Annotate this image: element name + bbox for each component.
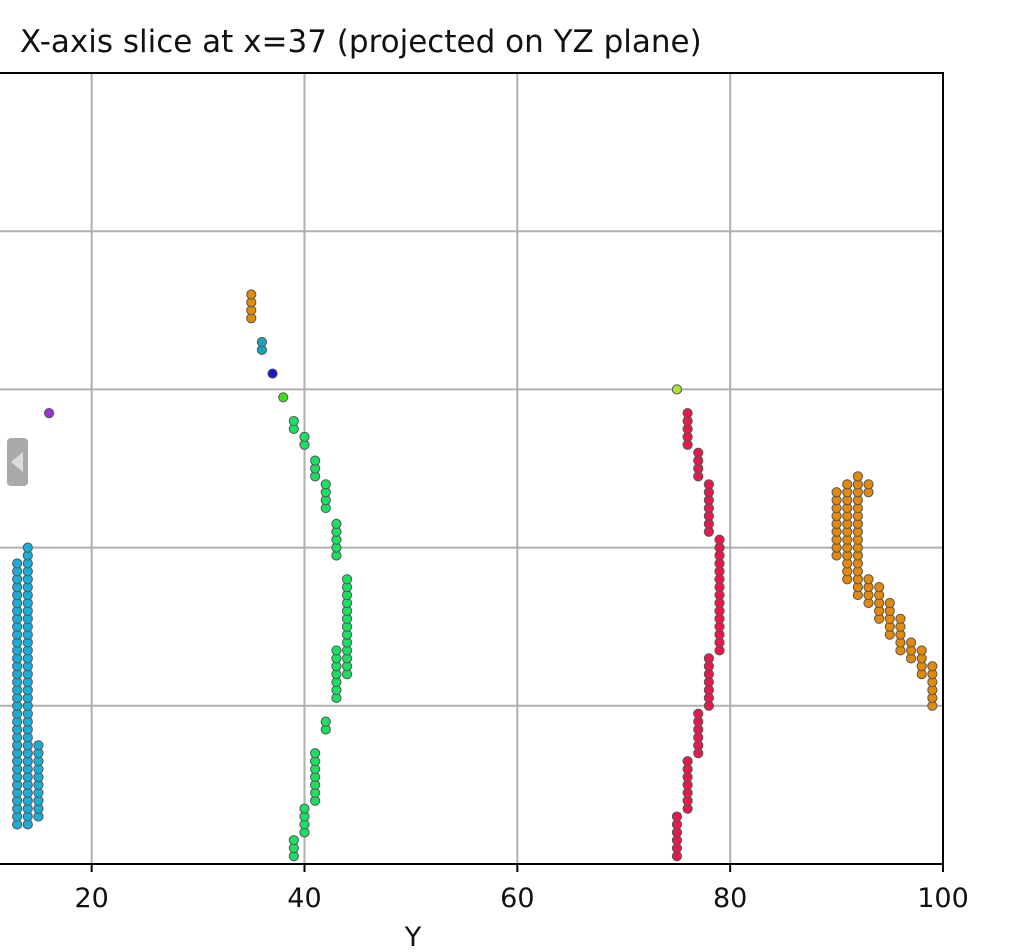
data-point: [246, 289, 257, 300]
data-point: [874, 582, 885, 593]
x-axis-label: Y: [404, 922, 422, 952]
data-point: [299, 803, 310, 814]
data-point: [693, 708, 704, 719]
data-point: [299, 431, 310, 442]
x-axis-ticks: 20 40 60 80 100: [74, 864, 969, 914]
data-point: [682, 756, 693, 767]
series-2: [288, 415, 353, 862]
data-point: [288, 415, 299, 427]
series-1: [43, 408, 55, 419]
data-point: [905, 637, 917, 648]
data-point: [671, 384, 683, 395]
x-tick-label: 60: [500, 883, 534, 914]
data-point: [693, 447, 704, 458]
data-point: [331, 645, 342, 656]
collapse-panel-handle[interactable]: [7, 438, 28, 486]
series-9: [831, 471, 938, 711]
data-point: [288, 835, 299, 846]
plot-frame: [0, 72, 944, 865]
x-tick-label: 40: [287, 883, 321, 914]
chevron-left-icon: [11, 452, 23, 472]
data-point: [256, 336, 268, 348]
data-point: [884, 597, 895, 609]
data-points: [12, 289, 938, 862]
data-point: [43, 408, 55, 419]
data-point: [852, 471, 863, 482]
data-point: [863, 574, 874, 585]
data-point: [320, 716, 331, 727]
data-point: [341, 574, 353, 585]
data-point: [927, 661, 938, 672]
data-point: [682, 408, 693, 419]
x-tick-label: 80: [713, 883, 747, 914]
data-point: [278, 392, 289, 403]
x-tick-label: 100: [917, 883, 969, 914]
chart-title: X-axis slice at x=37 (projected on YZ pl…: [20, 24, 702, 60]
data-point: [310, 748, 321, 759]
series-5: [256, 336, 268, 355]
data-point: [703, 479, 714, 490]
series-0: [12, 542, 44, 830]
data-point: [267, 368, 278, 379]
data-point: [671, 811, 683, 822]
series-4: [267, 368, 278, 379]
data-point: [831, 487, 842, 498]
data-point: [310, 455, 321, 466]
data-point: [916, 645, 927, 656]
data-point: [842, 479, 853, 490]
series-7: [671, 384, 683, 395]
series-8: [671, 408, 725, 862]
data-point: [320, 479, 331, 490]
data-point: [703, 653, 714, 664]
data-point: [863, 479, 874, 490]
series-6: [246, 289, 257, 324]
data-point: [33, 740, 44, 751]
data-point: [22, 542, 33, 553]
grid-lines: [0, 73, 944, 864]
data-point: [895, 613, 906, 624]
x-tick-label: 20: [74, 883, 108, 914]
data-point: [12, 558, 23, 569]
series-3: [278, 392, 289, 403]
data-point: [714, 534, 725, 545]
data-point: [331, 518, 342, 529]
